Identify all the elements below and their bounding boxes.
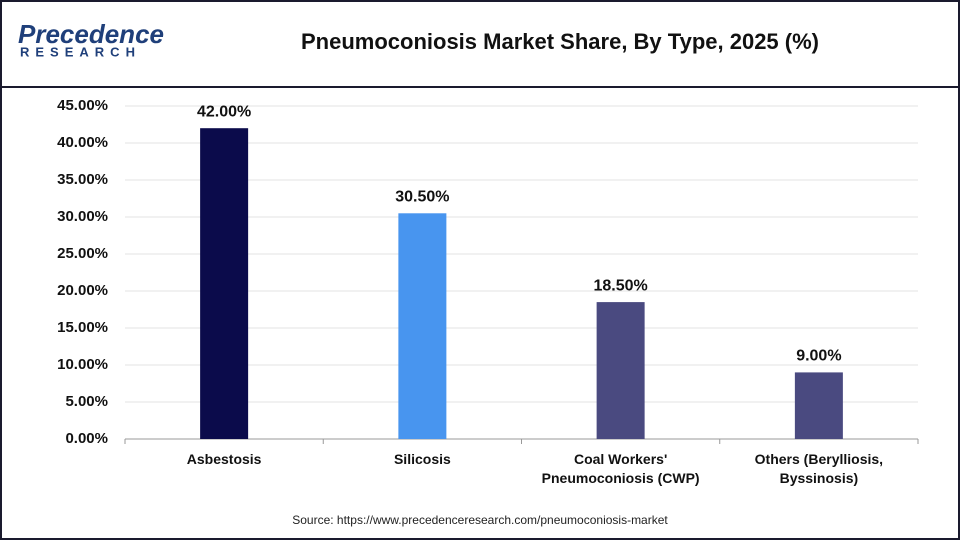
chart-title: Pneumoconiosis Market Share, By Type, 20… [301,29,819,54]
y-tick-label: 10.00% [57,356,108,373]
bar [200,128,249,439]
y-tick-label: 45.00% [57,97,108,114]
y-tick-label: 40.00% [57,134,108,151]
x-tick-label: Silicosis [393,451,451,467]
x-tick-label: Others (Berylliosis, Byssinosis) [754,451,884,486]
bar [596,302,645,439]
y-tick-label: 5.00% [65,393,108,410]
y-tick-label: 35.00% [57,171,108,188]
value-label: 30.50% [395,189,449,206]
source: Source: https://www.precedenceresearch.c… [292,513,668,527]
y-tick-label: 15.00% [57,319,108,336]
y-tick-label: 0.00% [65,430,108,447]
y-tick-label: 30.00% [57,208,108,225]
logo: Precedence [18,19,164,49]
bar [398,213,447,439]
y-tick-label: 20.00% [57,282,108,299]
bar [794,372,843,439]
value-label: 42.00% [197,103,251,120]
y-tick-label: 25.00% [57,245,108,262]
x-tick-label: Asbestosis [186,451,262,467]
value-label: 9.00% [796,348,841,365]
value-label: 18.50% [593,277,647,294]
x-tick-label: Coal Workers' Pneumoconiosis (CWP) [541,451,700,486]
logo-sub: RESEARCH [20,44,141,59]
